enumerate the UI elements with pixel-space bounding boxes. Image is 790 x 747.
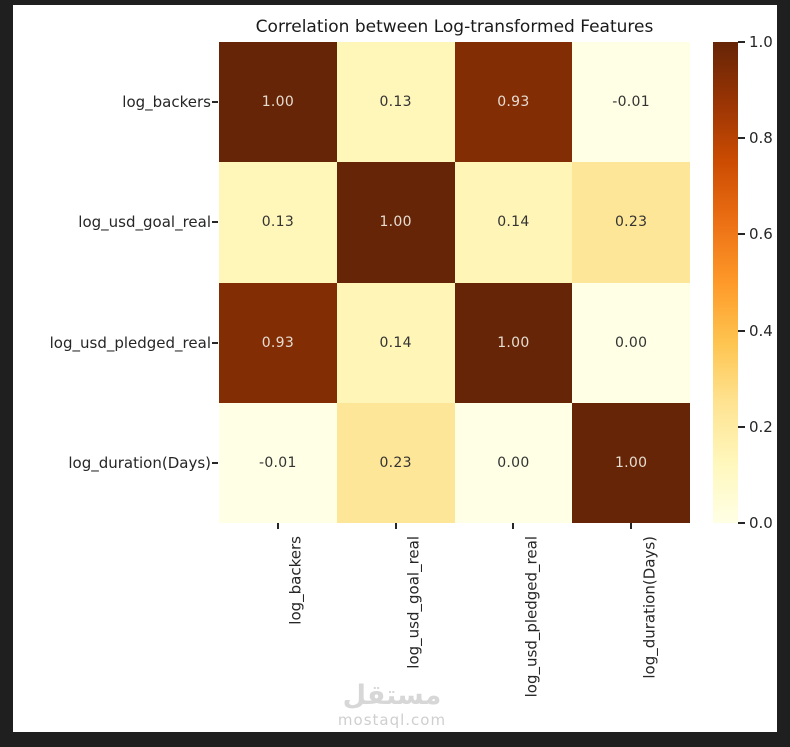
heatmap-cell-r3c0: -0.01 <box>219 402 337 523</box>
chart-figure: Correlation between Log-transformed Feat… <box>13 5 777 732</box>
y-tick-mark-1 <box>212 221 218 224</box>
heatmap-cell-r1c3: 0.23 <box>572 162 690 283</box>
y-tick-mark-2 <box>212 341 218 344</box>
colorbar-tick-mark-4 <box>738 137 745 140</box>
x-tick-mark-3 <box>630 523 633 529</box>
watermark: مستقل mostaql.com <box>292 680 492 730</box>
heatmap-cell-r2c0: 0.93 <box>219 282 337 403</box>
heatmap-cell-r3c3: 1.00 <box>572 402 690 523</box>
colorbar-tick-label-1: 0.2 <box>749 417 773 436</box>
colorbar-tick-mark-0 <box>738 522 745 524</box>
watermark-site-url: mostaql.com <box>337 711 447 729</box>
colorbar-tick-label-0: 0.0 <box>749 514 773 532</box>
x-tick-mark-2 <box>512 523 515 529</box>
colorbar-tick-mark-2 <box>738 329 745 332</box>
heatmap-cell-r0c3: -0.01 <box>572 42 690 163</box>
heatmap-cell-r1c2: 0.14 <box>454 162 573 283</box>
y-tick-mark-3 <box>212 461 218 464</box>
x-tick-mark-0 <box>276 523 279 529</box>
colorbar-gradient <box>713 42 738 523</box>
y-axis-label-1: log_usd_goal_real <box>78 213 211 232</box>
heatmap-cell-r0c1: 0.13 <box>336 42 455 163</box>
heatmap-cell-r0c0: 1.00 <box>219 42 337 163</box>
y-axis-label-3: log_duration(Days) <box>68 453 211 472</box>
heatmap-cell-r0c2: 0.93 <box>454 42 573 163</box>
heatmap-cell-r1c1: 1.00 <box>336 162 455 283</box>
heatmap-cell-r2c2: 1.00 <box>454 282 573 403</box>
colorbar-tick-label-3: 0.6 <box>749 225 773 244</box>
heatmap-cell-r2c1: 0.14 <box>336 282 455 403</box>
watermark-logo: مستقل <box>342 680 442 711</box>
colorbar-tick-label-5: 1.0 <box>749 33 773 51</box>
colorbar-tick-label-4: 0.8 <box>749 129 773 148</box>
x-tick-mark-1 <box>394 523 397 529</box>
x-axis-label-1: log_usd_goal_real <box>404 536 423 669</box>
heatmap-grid: 1.00 0.13 0.93 -0.01 0.13 1.00 0.14 0.23 0.93 0.1… <box>219 42 690 523</box>
heatmap-cell-r3c1: 0.23 <box>336 402 455 523</box>
colorbar-tick-mark-1 <box>738 425 745 428</box>
heatmap-cell-r1c0: 0.13 <box>219 162 337 283</box>
heatmap-cell-r3c2: 0.00 <box>454 402 573 523</box>
colorbar-tick-label-2: 0.4 <box>749 321 773 340</box>
y-tick-mark-0 <box>212 101 218 104</box>
colorbar-tick-mark-3 <box>738 233 745 236</box>
heatmap-cell-r2c3: 0.00 <box>572 282 690 403</box>
x-axis-label-2: log_usd_pledged_real <box>522 536 541 698</box>
chart-title: Correlation between Log-transformed Feat… <box>255 17 654 37</box>
colorbar-tick-mark-5 <box>738 41 745 43</box>
x-axis-label-0: log_backers <box>286 536 305 625</box>
x-axis-label-3: log_duration(Days) <box>640 536 659 679</box>
y-axis-label-2: log_usd_pledged_real <box>49 333 211 352</box>
y-axis-label-0: log_backers <box>122 93 211 112</box>
